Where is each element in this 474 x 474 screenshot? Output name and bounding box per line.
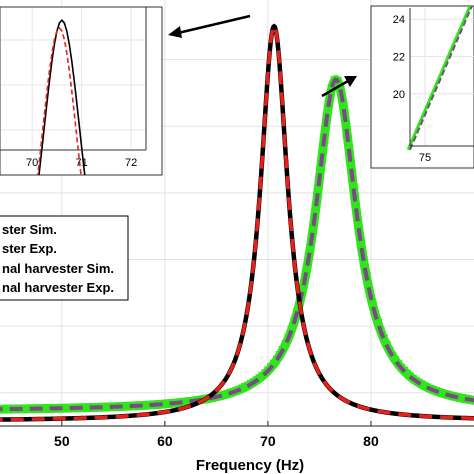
inset-right-curves (406, 6, 474, 151)
series-3-line (0, 77, 474, 412)
series-2-marker-112 (318, 143, 328, 152)
inset-right-series-2 (406, 6, 472, 151)
legend-entry-0: ster Sim. (2, 222, 57, 237)
inset-right-ytick-0: 24 (393, 14, 405, 26)
series-2-marker-131 (373, 319, 383, 328)
legend-entry-2: nal harvester Sim. (2, 261, 114, 276)
x-tick-label-3: 80 (363, 433, 379, 449)
series-1-line (0, 24, 474, 422)
inset-left-tick-label-2: 72 (125, 157, 137, 169)
x-axis-ticks: 50 60 70 80 (54, 421, 379, 449)
series-2-marker-129 (367, 298, 377, 308)
inset-left-series-1 (36, 26, 82, 175)
series-2-marker-111 (315, 167, 325, 177)
inset-left-curves (36, 18, 86, 175)
series-2-marker-119 (338, 101, 348, 111)
inset-left-grid (1, 8, 146, 150)
arrow-left-head (168, 26, 182, 38)
inset-right-xtick-0: 75 (419, 152, 431, 164)
inset-right-ticks: 24 22 20 75 (393, 14, 431, 164)
series-2-marker-105 (298, 284, 308, 294)
legend-entry-1: ster Exp. (2, 241, 57, 256)
inset-right-ytick-2: 20 (393, 89, 405, 101)
series-2-marker-120 (341, 122, 351, 132)
inset-left: 70 71 72 (0, 6, 163, 176)
inset-arrows (168, 14, 357, 98)
legend: ster Sim. ster Exp. nal harvester Sim. n… (0, 215, 129, 301)
arrow-left (177, 14, 251, 35)
x-axis-label: Frequency (Hz) (196, 457, 304, 474)
legend-entry-3: nal harvester Exp. (2, 280, 114, 295)
x-tick-label-1: 60 (157, 433, 173, 449)
inset-left-tick-label-0: 70 (26, 157, 38, 169)
inset-right-series-3 (409, 6, 474, 151)
legend-box (0, 215, 129, 301)
arrow-right-head (344, 76, 357, 87)
inset-right: 24 22 20 75 (370, 5, 474, 169)
arrow-right (321, 79, 349, 98)
inset-left-tick-label-1: 71 (76, 157, 88, 169)
inset-left-series-0 (38, 18, 86, 175)
main-curves (0, 23, 474, 422)
inset-right-ytick-1: 22 (393, 51, 405, 63)
x-tick-label-2: 70 (260, 433, 276, 449)
inset-left-ticks: 70 71 72 (26, 157, 137, 169)
inset-right-grid (410, 8, 474, 146)
x-tick-label-0: 50 (54, 433, 70, 449)
